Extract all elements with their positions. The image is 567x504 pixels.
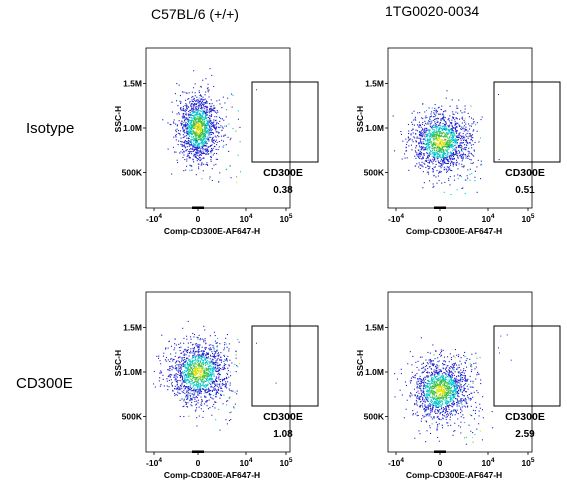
x-tick-label: 104 [239,457,252,468]
x-tick-label: 104 [481,457,494,468]
y-tick-label: 1.5M [365,323,384,333]
gate-percentage: 2.59 [515,429,535,440]
cd300e-gate [251,81,319,163]
x-tick-label: 105 [279,213,292,224]
x-axis-label: Comp-CD300E-AF647-H [164,226,260,236]
y-tick-label: 500K [122,167,143,177]
population-dots [153,320,277,431]
gate-label: CD300E [505,411,545,423]
x-tick-label: -104 [388,213,404,224]
gate-label: CD300E [263,167,303,179]
cd300e-gate [251,325,319,407]
x-axis-label: Comp-CD300E-AF647-H [164,470,260,480]
plot-svg: CD300E 0.51 500K 1.0M 1.5M -104 0 104 105 Comp-CD… [355,47,561,236]
cd300e-gate [493,325,561,407]
x-axis-label: Comp-CD300E-AF647-H [406,226,502,236]
row-header-isotype: Isotype [26,120,75,137]
x-tick-label: 104 [239,213,252,224]
zero-event-pileup [192,206,204,209]
column-header-transgenic: 1TG0020-0034 [385,3,480,19]
x-tick-label: 104 [481,213,494,224]
x-tick-label: -104 [388,457,404,468]
zero-event-pileup [192,450,204,453]
x-tick-label: 105 [521,457,534,468]
y-tick-label: 1.5M [123,79,142,89]
zero-event-pileup [434,450,446,453]
y-axis-label: SSC-H [113,106,123,132]
x-axis-label: Comp-CD300E-AF647-H [406,470,502,480]
column-header-wildtype: C57BL/6 (+/+) [151,6,239,22]
y-axis-label: SSC-H [113,350,123,376]
gate-label: CD300E [505,167,545,179]
dot-plot-cd300e-transgenic: CD300E 2.59 500K 1.0M 1.5M -104 0 104 105 Comp-CD… [355,291,561,497]
plot-svg: CD300E 1.08 500K 1.0M 1.5M -104 0 104 105 Comp-CD… [113,291,319,480]
y-axis-label: SSC-H [355,106,365,132]
y-tick-label: 500K [364,167,385,177]
y-tick-label: 1.0M [365,367,384,377]
x-tick-label: 0 [438,214,443,224]
x-tick-label: 0 [196,214,201,224]
plot-svg: CD300E 0.38 500K 1.0M 1.5M -104 0 104 105 Comp-CD… [113,47,319,236]
x-tick-label: -104 [146,457,162,468]
population-dots [162,68,257,183]
x-tick-label: 0 [196,458,201,468]
dot-plot-isotype-wildtype: CD300E 0.38 500K 1.0M 1.5M -104 0 104 105 Comp-CD… [113,47,319,253]
x-tick-label: -104 [146,213,162,224]
dot-plot-isotype-transgenic: CD300E 0.51 500K 1.0M 1.5M -104 0 104 105 Comp-CD… [355,47,561,253]
dot-plot-cd300e-wildtype: CD300E 1.08 500K 1.0M 1.5M -104 0 104 105 Comp-CD… [113,291,319,497]
row-header-cd300e: CD300E [16,375,73,392]
y-tick-label: 1.0M [365,123,384,133]
y-tick-label: 1.0M [123,123,142,133]
y-tick-label: 1.0M [123,367,142,377]
population-dots [394,334,512,445]
gate-percentage: 0.38 [273,185,293,196]
gate-label: CD300E [263,411,303,423]
y-tick-label: 500K [122,411,143,421]
y-axis-label: SSC-H [355,350,365,376]
cd300e-gate [493,81,561,163]
x-tick-label: 105 [521,213,534,224]
y-tick-label: 1.5M [123,323,142,333]
x-tick-label: 105 [279,457,292,468]
population-dots [392,90,500,196]
x-tick-label: 0 [438,458,443,468]
zero-event-pileup [434,206,446,209]
gate-percentage: 1.08 [273,429,293,440]
y-tick-label: 1.5M [365,79,384,89]
y-tick-label: 500K [364,411,385,421]
gate-percentage: 0.51 [515,185,535,196]
plot-svg: CD300E 2.59 500K 1.0M 1.5M -104 0 104 105 Comp-CD… [355,291,561,480]
